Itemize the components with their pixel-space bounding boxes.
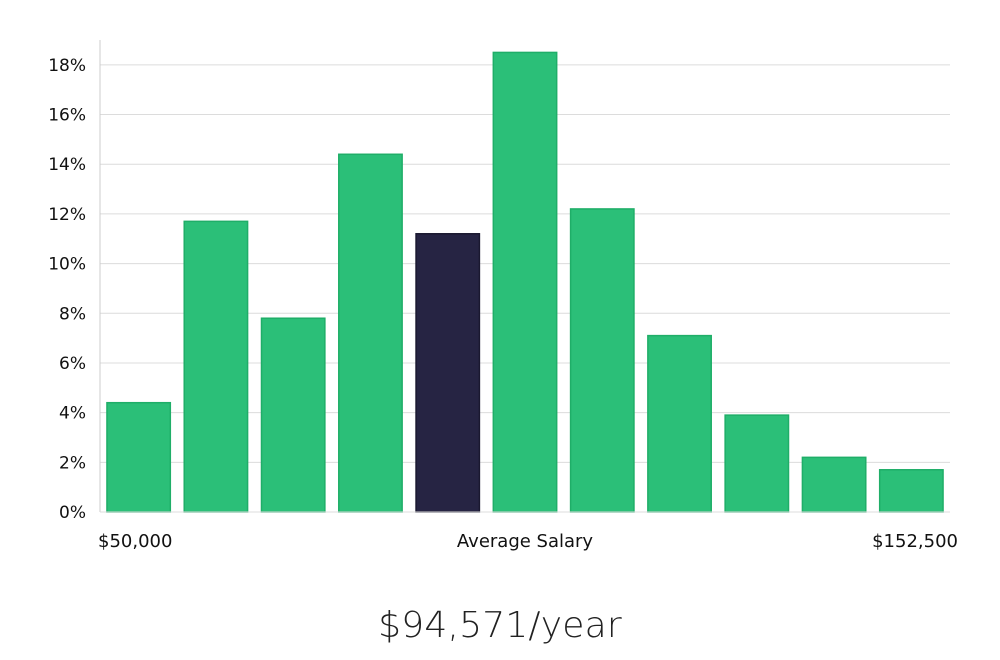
y-tick-label: 16% — [48, 106, 86, 126]
y-axis-ticks: 0% 2% 4% 6% 8% 10% 12% 14% 16% 18% — [48, 56, 86, 523]
bar — [492, 51, 558, 513]
x-label-min: $50,000 — [98, 531, 172, 552]
bar — [647, 334, 712, 513]
bar-average-salary — [415, 233, 481, 513]
x-label-average: Average Salary — [457, 531, 594, 552]
y-tick-label: 12% — [48, 205, 86, 225]
bar — [260, 317, 326, 513]
bar — [338, 153, 403, 513]
chart-svg: 0% 2% 4% 6% 8% 10% 12% 14% 16% 18% $50,000 Average … — [48, 40, 958, 552]
bar — [801, 456, 867, 513]
y-tick-label: 14% — [48, 155, 86, 175]
salary-distribution-chart: 0% 2% 4% 6% 8% 10% 12% 14% 16% 18% $50,000 Average … — [48, 40, 958, 552]
bar — [569, 208, 635, 513]
y-tick-label: 0% — [59, 503, 86, 523]
y-tick-label: 8% — [59, 304, 86, 324]
bar — [878, 469, 944, 513]
salary-chart-container: 0% 2% 4% 6% 8% 10% 12% 14% 16% 18% $50,000 Average … — [48, 40, 958, 552]
y-tick-label: 6% — [59, 354, 86, 374]
average-salary-value: $94,571/year — [378, 605, 622, 646]
y-tick-label: 10% — [48, 255, 86, 275]
y-tick-label: 4% — [59, 404, 86, 424]
bar — [724, 414, 790, 513]
x-label-max: $152,500 — [872, 531, 958, 552]
y-tick-label: 2% — [59, 453, 86, 473]
y-tick-label: 18% — [48, 56, 86, 76]
bars — [106, 51, 944, 513]
bar — [106, 401, 172, 513]
bar — [183, 220, 249, 513]
